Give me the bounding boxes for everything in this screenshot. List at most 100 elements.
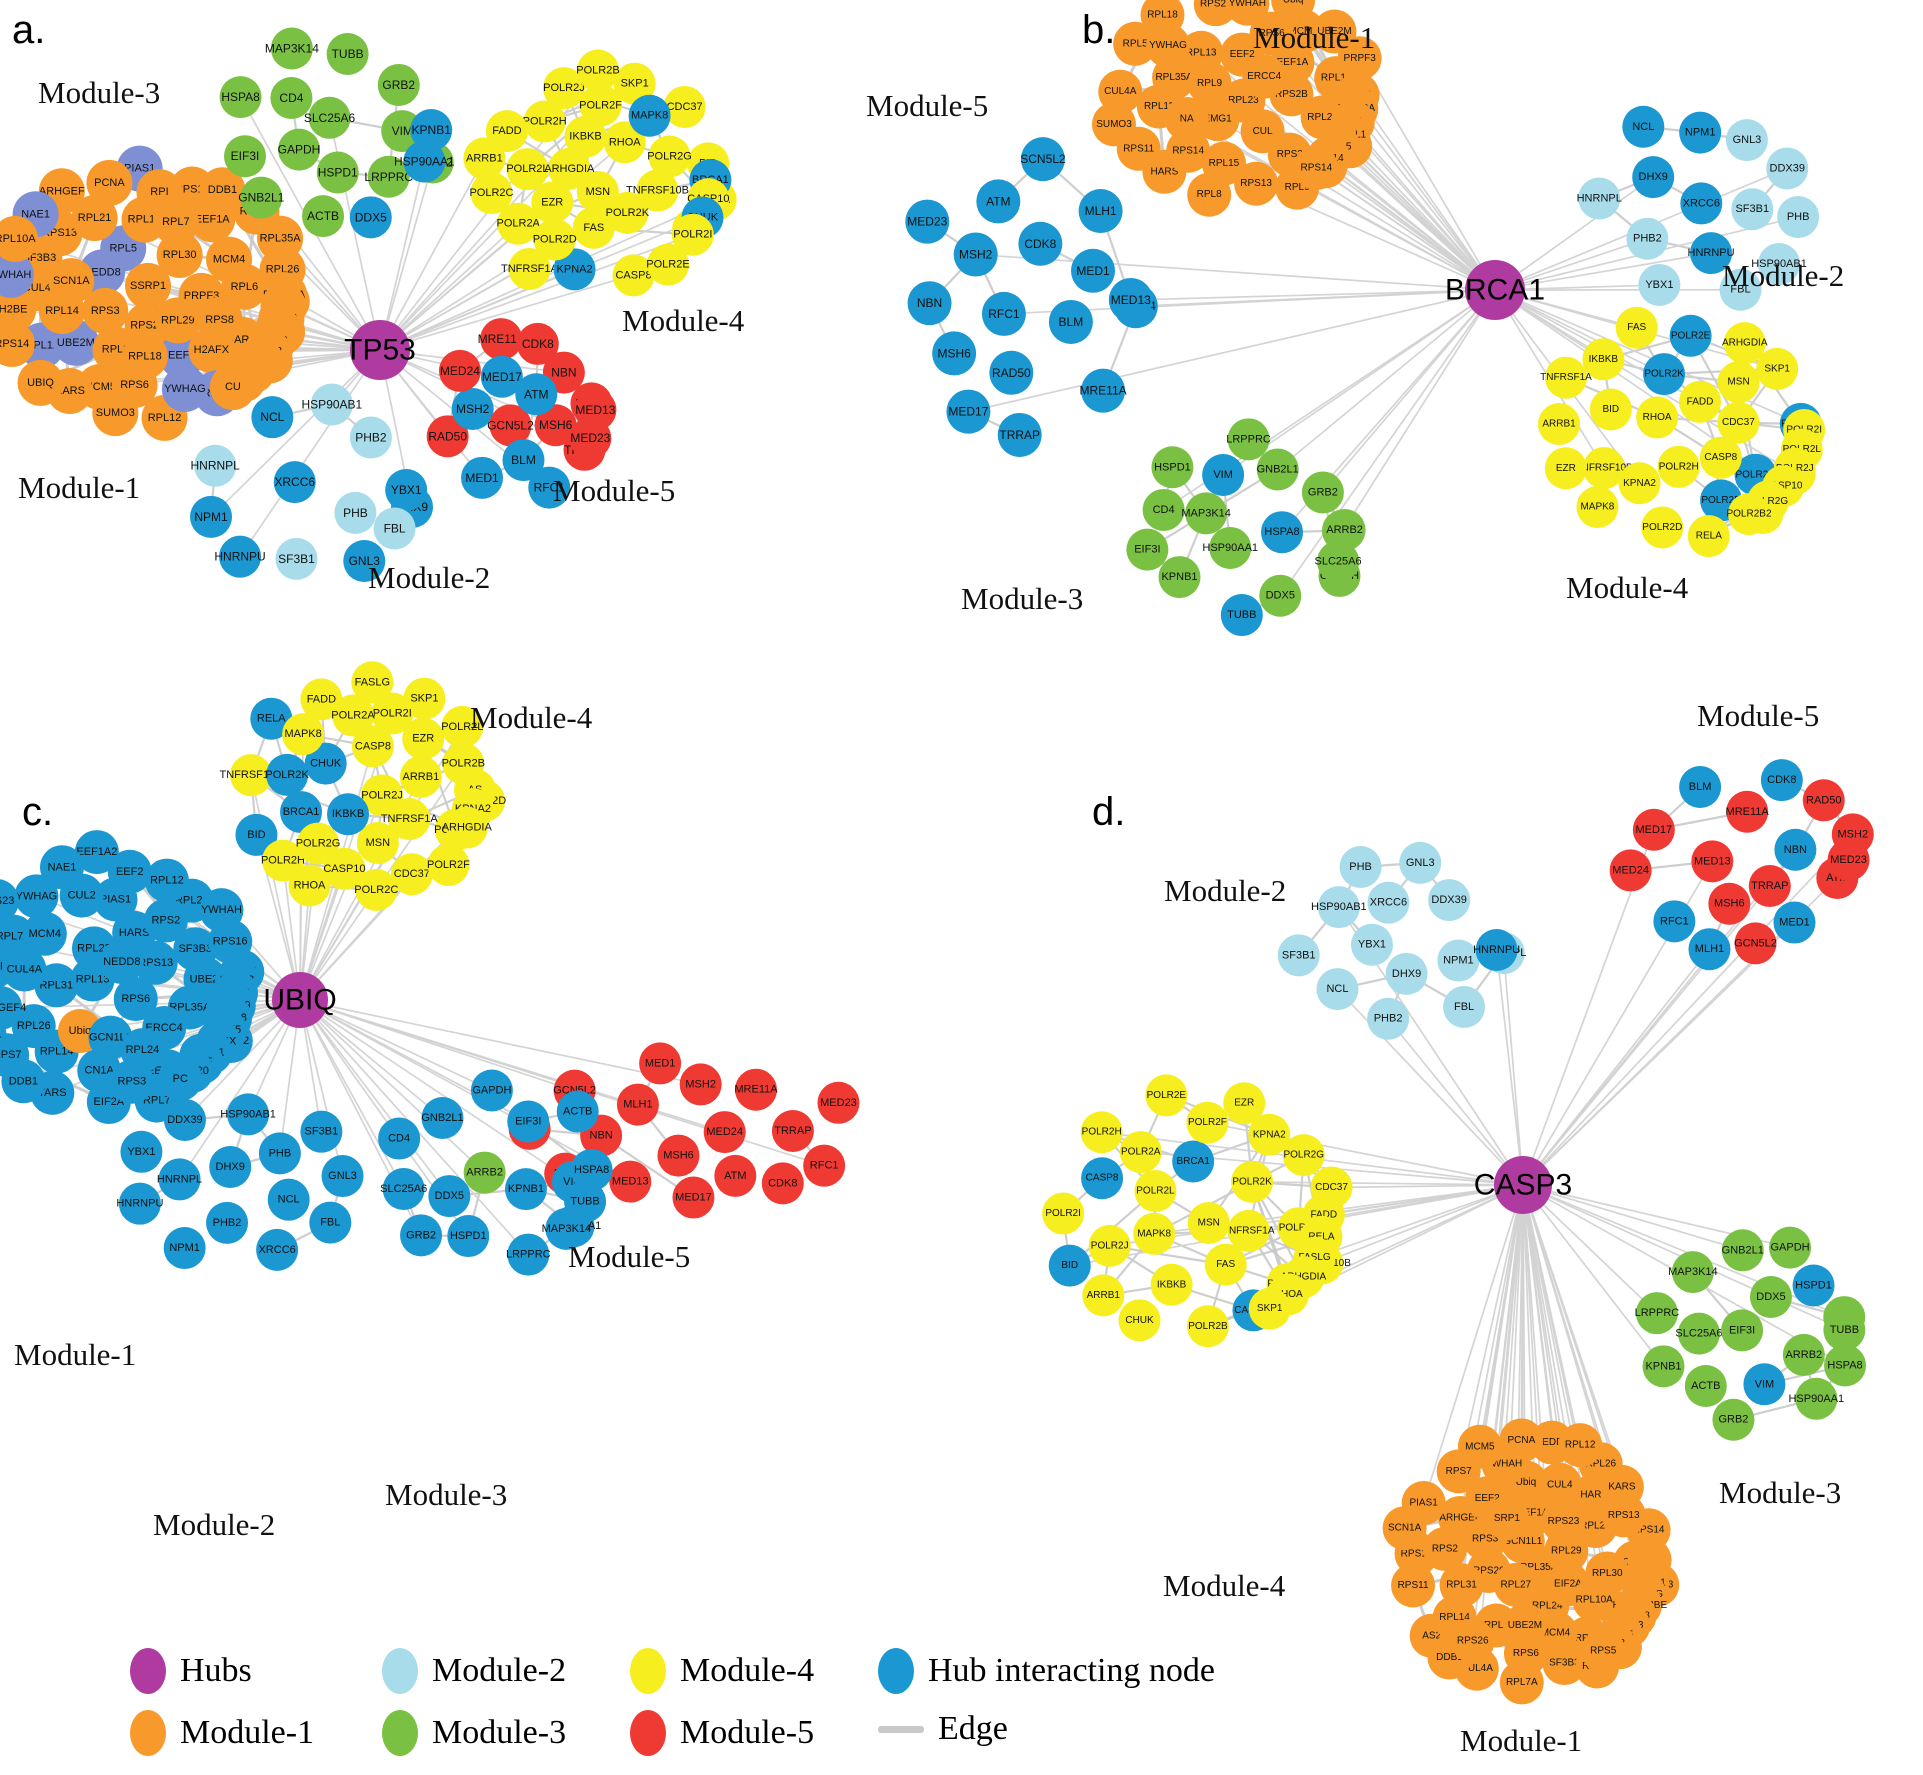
svg-text:YBX1: YBX1 [1645, 279, 1673, 291]
network-node-a-module4: POLR2F [579, 84, 622, 127]
svg-text:RPS23: RPS23 [1200, 0, 1232, 10]
svg-text:EEF1A: EEF1A [1277, 57, 1309, 68]
svg-text:RPL21: RPL21 [175, 895, 209, 907]
svg-text:HNRNPU: HNRNPU [116, 1198, 163, 1210]
module-label-c-2: Module-1 [14, 1337, 137, 1372]
svg-text:IKBKB: IKBKB [1157, 1279, 1187, 1290]
svg-text:MCM4: MCM4 [1541, 1627, 1571, 1638]
network-node-c-module1: EEF2 [107, 849, 152, 894]
color-swatch-icon [878, 1648, 914, 1694]
network-node-c-module4: CDC37 [390, 853, 433, 896]
network-node-b-module2: YBX1 [1638, 263, 1681, 306]
svg-text:BLM: BLM [511, 453, 536, 467]
network-node-b-module1: RPL5 [1113, 21, 1158, 66]
network-node-a-module4: POLR2A [496, 202, 541, 245]
svg-text:TUBB: TUBB [1830, 1324, 1859, 1336]
network-node-b-module5: MED13 [1108, 278, 1153, 322]
svg-text:RELA: RELA [1696, 531, 1722, 542]
svg-text:RPS3: RPS3 [91, 305, 120, 317]
network-node-b-module1: UBE2M [1312, 9, 1357, 54]
svg-text:POLR2A: POLR2A [496, 218, 540, 230]
svg-text:POLR2K: POLR2K [265, 769, 309, 781]
network-node-b-module4: BID [1589, 388, 1632, 431]
network-node-a-module1: SSRP1 [125, 262, 172, 309]
network-node-c-module2: PHB2 [206, 1201, 249, 1244]
svg-text:NPM1: NPM1 [169, 1242, 200, 1254]
svg-text:RAD50: RAD50 [428, 429, 467, 443]
svg-text:RPL7: RPL7 [143, 1095, 171, 1107]
network-node-c-module4: POLR2A [331, 694, 375, 737]
legend-label: Module-1 [180, 1714, 315, 1751]
svg-text:RPL18: RPL18 [1147, 9, 1178, 20]
svg-text:HNRNPL: HNRNPL [157, 1173, 202, 1185]
svg-text:ARRB1: ARRB1 [1542, 419, 1576, 430]
network-node-d-module4: IKBKB [1150, 1263, 1193, 1306]
network-node-a-module2: FBL [373, 507, 416, 550]
network-node-a-module2: GNL3 [343, 539, 386, 582]
network-node-a-module1: DDB1 [199, 167, 246, 214]
svg-text:POLR2H: POLR2H [1082, 1127, 1122, 1138]
network-node-b-module5: MED1 [1070, 248, 1115, 293]
network-node-b-module4: RELA [1687, 515, 1730, 558]
svg-text:MED24: MED24 [440, 364, 480, 378]
network-node-b-module3: DDX5 [1259, 574, 1302, 617]
svg-text:RPS14: RPS14 [0, 338, 29, 350]
network-node-b-module2: NCL [1622, 105, 1665, 148]
svg-text:MED17: MED17 [948, 405, 988, 419]
network-node-d-module3: LRPPRC [1635, 1292, 1679, 1335]
module-label-a-3: Module-2 [368, 560, 491, 595]
svg-text:YWHAH: YWHAH [201, 904, 242, 916]
network-node-a-module3: TUBB [326, 32, 369, 75]
network-node-a-module3: HSP90AA1 [394, 140, 455, 183]
svg-text:POLR2H: POLR2H [261, 855, 305, 867]
svg-text:YWHAG: YWHAG [164, 383, 206, 395]
network-node-c-module3: KPNB1 [504, 1168, 547, 1211]
svg-text:HNRNPL: HNRNPL [1577, 192, 1622, 204]
svg-text:RPL9: RPL9 [1484, 1620, 1509, 1631]
svg-text:RPS14: RPS14 [1633, 1525, 1665, 1536]
network-node-d-module2: NPM1 [1437, 939, 1480, 982]
network-node-a-module4: POLR2L [506, 148, 549, 191]
svg-text:RPS6: RPS6 [1259, 28, 1286, 39]
network-node-d-module5: MSH6 [1708, 882, 1751, 925]
network-node-a-module5: MRE11A [478, 318, 525, 361]
svg-text:SRP1: SRP1 [1494, 1513, 1521, 1524]
network-node-a-module3: HSPA8 [219, 76, 262, 119]
network-node-d-module4: POLR2L [1134, 1169, 1177, 1212]
network-node-b-module1: RPS13 [1234, 161, 1279, 206]
network-node-d-module4: CASP8 [1081, 1157, 1124, 1200]
network-node-b-module4: MAPK8 [1576, 485, 1619, 528]
svg-text:KPNB1: KPNB1 [1161, 571, 1197, 583]
svg-text:H2BE: H2BE [0, 304, 28, 316]
network-node-a-module1: MCM4 [206, 236, 253, 283]
svg-text:MED13: MED13 [612, 1176, 649, 1188]
network-node-d-module5: TRRAP [1748, 864, 1791, 907]
svg-text:MRE11A: MRE11A [734, 1084, 778, 1096]
network-node-d-module3: TUBB [1823, 1309, 1866, 1351]
svg-text:POLR2J: POLR2J [361, 789, 403, 801]
svg-text:DDB1: DDB1 [9, 1075, 38, 1087]
network-node-b-module4: TNFRSF10B [1575, 447, 1633, 490]
network-node-a-module2: PHB [334, 491, 377, 534]
svg-text:POLR2B: POLR2B [1701, 495, 1741, 506]
svg-text:MED13: MED13 [575, 403, 615, 417]
svg-text:SLC25A6: SLC25A6 [1675, 1328, 1722, 1340]
svg-text:BRCA1: BRCA1 [1445, 274, 1545, 307]
svg-text:HSPD1: HSPD1 [1154, 461, 1191, 473]
svg-text:KPNB1: KPNB1 [508, 1183, 544, 1195]
svg-text:RPS13: RPS13 [138, 957, 173, 969]
svg-text:RPS6: RPS6 [121, 993, 150, 1005]
network-node-c-module4: CASP10 [323, 847, 366, 890]
svg-text:GNB2L1: GNB2L1 [238, 191, 284, 205]
svg-text:FBL: FBL [320, 1217, 340, 1229]
svg-text:RPS14: RPS14 [1300, 163, 1332, 174]
network-node-b-module1: RPL8 [1187, 172, 1232, 217]
network-node-d-module4: TNFRSF1A [1223, 1209, 1275, 1252]
svg-text:Ubiq: Ubiq [1283, 0, 1304, 6]
svg-text:POLR2B: POLR2B [442, 758, 485, 770]
network-node-d-module4: POLR2E [1145, 1074, 1188, 1117]
svg-text:VIM: VIM [1213, 469, 1233, 481]
svg-text:HARS: HARS [1150, 166, 1178, 177]
network-node-a-module5: MED1 [461, 456, 504, 499]
